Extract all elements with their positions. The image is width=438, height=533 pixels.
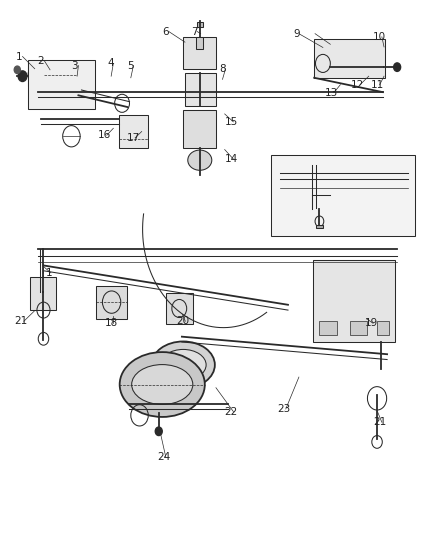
Text: 8: 8 [219,64,226,74]
Bar [28,62,44,86]
Text: 6: 6 [162,27,169,37]
Text: 1: 1 [46,268,52,278]
Bar [183,110,216,149]
Circle shape [155,427,162,435]
Bar [28,60,95,109]
Text: 21: 21 [373,417,386,427]
Text: 12: 12 [351,80,364,90]
Bar [316,225,323,228]
Text: 2: 2 [38,56,44,66]
Text: 23: 23 [277,404,290,414]
Text: 19: 19 [364,318,378,328]
Bar [44,67,77,84]
Text: 20: 20 [177,316,190,326]
Bar [313,260,395,342]
Text: 3: 3 [71,61,78,70]
Circle shape [18,71,27,82]
Bar [319,321,337,335]
Ellipse shape [120,352,205,417]
Ellipse shape [152,342,215,388]
Text: 10: 10 [373,32,386,42]
Bar [196,37,203,49]
Text: 17: 17 [126,133,140,143]
Bar [185,73,215,106]
Text: 11: 11 [371,80,384,90]
Text: 1: 1 [16,52,22,61]
Bar [183,37,216,69]
Bar [350,321,367,335]
Text: 14: 14 [225,154,238,164]
Text: 18: 18 [105,318,118,328]
Ellipse shape [188,150,212,170]
Bar [96,286,127,319]
Bar [377,321,389,335]
Ellipse shape [160,350,206,380]
Text: 22: 22 [225,407,238,417]
Text: 4: 4 [107,59,114,68]
Circle shape [394,63,401,71]
Bar [166,293,193,324]
Circle shape [14,66,20,74]
Text: 9: 9 [293,29,300,39]
Text: 5: 5 [127,61,134,70]
Text: 7: 7 [191,27,198,37]
Text: 21: 21 [14,316,28,326]
Bar [30,277,56,310]
Bar [119,115,148,149]
Text: 15: 15 [225,117,238,127]
Bar [197,22,203,27]
Text: 16: 16 [98,130,111,140]
Text: 18: 18 [373,181,386,191]
Text: 13: 13 [325,87,338,98]
Bar [314,39,385,78]
Bar [272,155,415,236]
Ellipse shape [132,365,193,405]
Text: 24: 24 [157,452,170,462]
